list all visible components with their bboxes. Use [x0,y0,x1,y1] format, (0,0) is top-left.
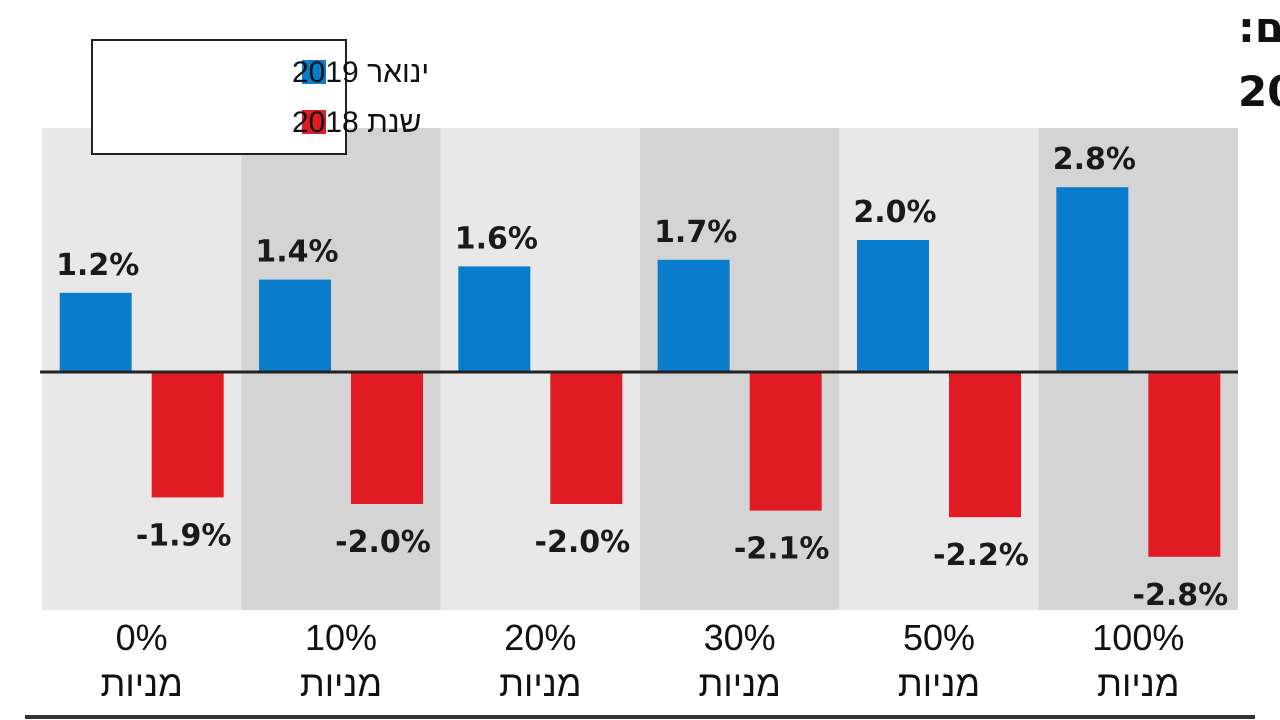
tick-label-pct-4: 50% [903,617,975,658]
value-label-2019-2: 1.6% [455,221,538,256]
tick-label-word-4: מניות [898,663,980,704]
tick-label-word-5: מניות [1097,663,1179,704]
bars-layer [59,187,1221,557]
value-label-2019-4: 2.0% [853,195,936,230]
tick-label-word-2: מניות [499,663,581,704]
bar-2019-1 [259,279,331,372]
title-line-2: ינואר כפיצוי על הפסדי 2018 [1238,67,1280,116]
value-label-2019-0: 1.2% [56,248,139,283]
bar-2019-3 [657,259,730,372]
tick-label-pct-2: 20% [504,617,576,658]
bar-2019-0 [59,292,132,372]
legend-swatch-2019 [302,60,326,84]
legend-label-2018: שנת 2018 [292,106,421,139]
title-line-1: מדדי אג״ח לתיקים המנוהלים: [1238,3,1280,52]
tick-label-word-1: מניות [300,663,382,704]
tick-label-pct-1: 10% [305,617,377,658]
bar-2019-5 [1056,187,1129,372]
value-label-2018-4: -2.2% [933,538,1029,573]
value-label-2018-0: -1.9% [136,518,232,553]
legend-swatch-2018 [302,110,326,134]
bar-2018-4 [949,372,1021,518]
value-label-2018-1: -2.0% [335,525,431,560]
bar-2019-4 [857,240,929,372]
chart-title: מדדי אג״ח לתיקים המנוהלים: ינואר כפיצוי … [1238,3,1280,116]
bar-2018-3 [749,372,822,511]
value-label-2019-1: 1.4% [255,235,338,270]
bar-2018-0 [151,372,224,498]
value-label-2019-3: 1.7% [654,215,737,250]
bar-2018-2 [550,372,623,504]
x-tick-labels: 0% מניות 10% מניות 20% מניות 30% מניות 50% מניות 1… [101,617,1185,704]
tick-label-pct-3: 30% [704,617,776,658]
value-labels: 1.2% -1.9% 1.4% -2.0% 1.6% -2.0% 1.7% -2.1% 2.0%… [56,142,1228,613]
bar-2019-2 [458,266,531,372]
legend-label-2019: ינואר 2019 [292,56,429,89]
bar-2018-1 [351,372,423,504]
value-label-2018-5: -2.8% [1133,578,1229,613]
value-label-2019-5: 2.8% [1053,142,1136,177]
tick-label-pct-5: 100% [1092,617,1184,658]
tick-label-pct-0: 0% [116,617,168,658]
tick-label-word-0: מניות [101,663,183,704]
tick-label-word-3: מניות [699,663,781,704]
value-label-2018-2: -2.0% [535,525,631,560]
value-label-2018-3: -2.1% [734,532,830,567]
legend: ינואר 2019 שנת 2018 [91,39,429,155]
legend-box [91,39,347,155]
bar-2018-5 [1148,372,1221,557]
